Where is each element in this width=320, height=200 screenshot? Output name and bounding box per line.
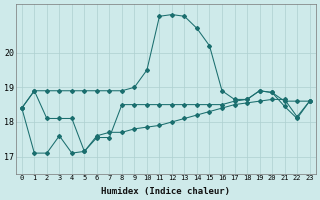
X-axis label: Humidex (Indice chaleur): Humidex (Indice chaleur) [101,187,230,196]
